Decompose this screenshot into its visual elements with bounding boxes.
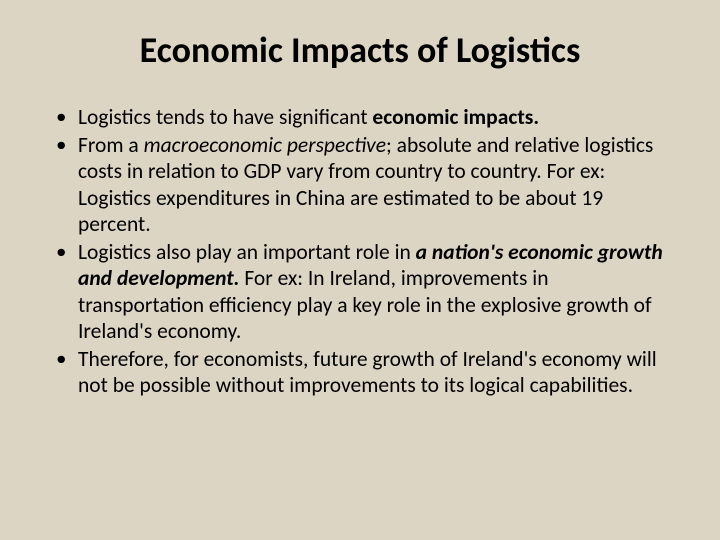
bullet-item: Therefore, for economists, future growth…: [50, 346, 670, 398]
bullet-text-segment: Therefore, for economists, future growth…: [78, 346, 657, 398]
bullet-text-segment: economic impacts.: [372, 104, 539, 130]
bullet-text-segment: macroeconomic perspective: [144, 132, 386, 158]
bullet-item: Logistics tends to have significant econ…: [50, 104, 670, 130]
bullet-text-segment: Logistics also play an important role in: [78, 239, 416, 265]
bullet-text-segment: Logistics tends to have significant: [78, 104, 372, 130]
bullet-item: Logistics also play an important role in…: [50, 239, 670, 344]
slide-title: Economic Impacts of Logistics: [50, 28, 670, 72]
bullet-list: Logistics tends to have significant econ…: [50, 104, 670, 398]
bullet-text-segment: From a: [78, 132, 144, 158]
bullet-item: From a macroeconomic perspective; absolu…: [50, 132, 670, 237]
